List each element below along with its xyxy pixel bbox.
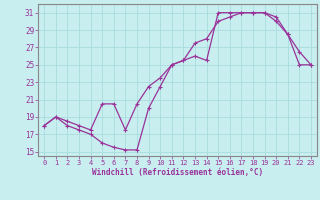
X-axis label: Windchill (Refroidissement éolien,°C): Windchill (Refroidissement éolien,°C) [92, 168, 263, 177]
